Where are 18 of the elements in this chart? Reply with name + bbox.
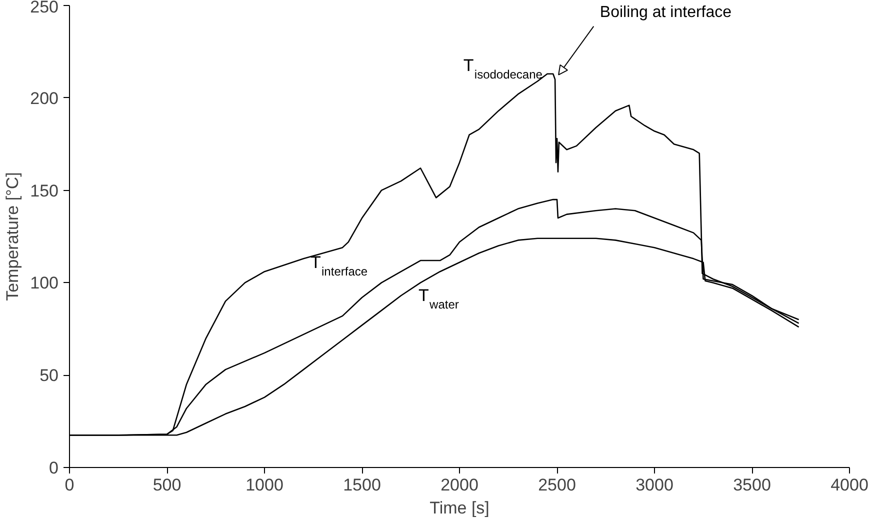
x-tick-label: 1000	[246, 476, 284, 494]
y-tick-label: 250	[30, 0, 59, 16]
x-tick-label: 2000	[440, 476, 478, 494]
y-tick-label: 0	[49, 458, 59, 478]
x-tick-label: 1500	[343, 476, 381, 494]
annotation: Boiling at interface	[600, 4, 732, 21]
x-tick-label: 4000	[830, 476, 868, 494]
y-tick-label: 150	[30, 181, 59, 200]
y-tick-label: 200	[30, 88, 59, 108]
y-axis-title: Temperature [°C]	[3, 172, 22, 301]
y-tick-label: 100	[30, 274, 59, 293]
y-tick-label: 50	[40, 366, 59, 386]
x-axis-title: Time [s]	[430, 498, 490, 518]
x-tick-label: 3500	[733, 476, 771, 494]
x-tick-label: 500	[152, 476, 182, 494]
x-tick-label: 3000	[636, 476, 674, 494]
x-tick-label: 2500	[538, 476, 576, 494]
x-tick-label: 0	[64, 476, 74, 494]
